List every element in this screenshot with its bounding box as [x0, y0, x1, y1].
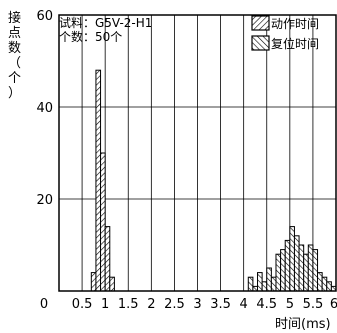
bar-reset-time [321, 276, 328, 292]
x-tick-label: 0.5 [72, 297, 93, 312]
x-tick-label: 0 [40, 297, 48, 312]
y-axis-label: 接 点 数 （ 个 ） [8, 10, 21, 101]
bar-reset-time [289, 226, 295, 292]
x-tick-label: 3 [193, 297, 201, 312]
plot-frame [58, 14, 337, 292]
y-tick-label: 60 [36, 9, 53, 24]
x-tick-label: 1 [101, 297, 109, 312]
y-tick-label: 20 [36, 193, 53, 208]
legend: 动作时间 复位时间 [251, 15, 319, 51]
x-axis-label: 时间(ms) [275, 317, 331, 332]
bar-operate-time [104, 226, 111, 292]
x-tick-label: 2.5 [164, 297, 185, 312]
x-tick-label: 1.5 [118, 297, 139, 312]
x-tick-label: 5 [286, 297, 294, 312]
x-tick-label: 3.5 [210, 297, 231, 312]
y-label-char: 点 [8, 26, 21, 41]
bar-reset-time [298, 244, 305, 292]
bar-reset-time [275, 253, 282, 292]
y-label-char: （ [8, 56, 21, 71]
x-tick-label: 4 [240, 297, 248, 312]
bar-reset-time [270, 276, 277, 292]
bar-reset-time [266, 267, 272, 292]
bar-operate-time [90, 272, 97, 292]
legend-label-reset: 复位时间 [271, 36, 319, 51]
sample-count-text: 个数：50个 [59, 29, 122, 44]
legend-swatch-operate [251, 15, 270, 31]
bar-reset-time [280, 249, 286, 292]
bar-reset-time [261, 281, 268, 292]
x-tick-label: 6 [330, 297, 337, 312]
bar-operate-time [109, 276, 115, 292]
y-tick-labels: 60 40 20 [36, 9, 53, 208]
bar-reset-time [317, 272, 323, 292]
bar-reset-time [312, 249, 319, 292]
sample-info: 试料：G5V-2-H1 个数：50个 [59, 15, 152, 44]
bar-reset-time [247, 276, 254, 292]
x-tick-labels: 0 0.5 1 1.5 2 2.5 3 3.5 4 4.5 5 5.5 6 [40, 297, 337, 312]
bar-reset-time [293, 235, 300, 292]
x-tick-label: 2 [147, 297, 155, 312]
bar-operate-time [95, 69, 102, 292]
y-label-char: 个 [8, 71, 21, 86]
sample-name-text: 试料：G5V-2-H1 [59, 15, 152, 30]
y-tick-label: 40 [36, 101, 53, 116]
y-label-char: ） [8, 86, 21, 101]
bar-reset-time [307, 244, 314, 292]
legend-swatch-reset [251, 35, 270, 51]
y-label-char: 接 [8, 10, 21, 26]
legend-label-operate: 动作时间 [271, 17, 319, 31]
bar-reset-time [303, 253, 309, 292]
x-tick-label: 4.5 [256, 297, 277, 312]
bar-reset-time [284, 239, 291, 292]
x-tick-label: 5.5 [303, 297, 324, 312]
bar-operate-time [100, 152, 106, 292]
bar-reset-time [257, 272, 263, 292]
bar-reset-time [326, 281, 332, 292]
y-label-char: 数 [8, 41, 21, 56]
